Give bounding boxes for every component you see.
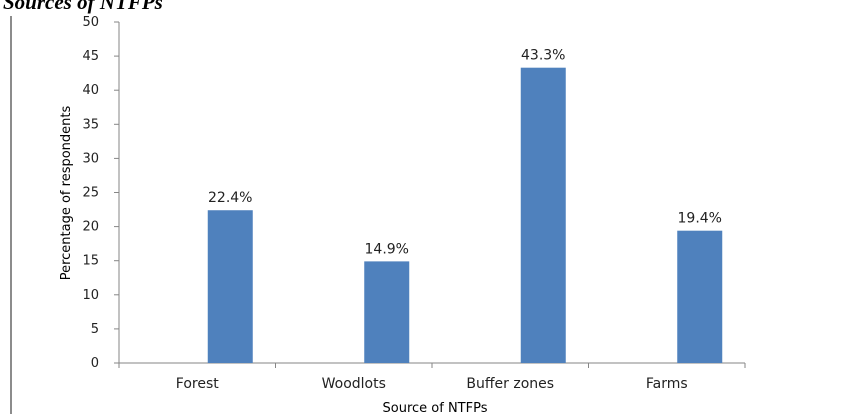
bar xyxy=(207,210,253,363)
figure-heading: Sources of NTFPs xyxy=(3,0,163,14)
frame-border xyxy=(10,16,12,414)
bar-data-label: 43.3% xyxy=(521,48,565,64)
y-tick-label: 25 xyxy=(82,186,99,201)
y-tick-label: 30 xyxy=(82,151,99,166)
bars xyxy=(207,67,723,363)
x-category-label: Woodlots xyxy=(322,376,386,392)
y-axis: 0 5 10 15 20 25 30 35 40 45 50 xyxy=(82,15,120,371)
bar xyxy=(364,261,410,363)
x-axis-title: Source of NTFPs xyxy=(383,401,488,414)
x-category-label: Buffer zones xyxy=(466,376,554,392)
y-tick-label: 10 xyxy=(82,288,99,303)
y-tick-label: 50 xyxy=(82,15,99,30)
bar-data-label: 14.9% xyxy=(365,241,409,257)
y-tick-label: 0 xyxy=(91,356,99,371)
y-tick-label: 40 xyxy=(82,83,99,98)
bar xyxy=(520,67,566,363)
bar xyxy=(677,230,723,363)
y-tick-label: 45 xyxy=(82,49,99,64)
x-category-label: Forest xyxy=(176,376,219,392)
y-axis-title: Percentage of respondents xyxy=(59,105,74,280)
y-tick-label: 20 xyxy=(82,220,99,235)
y-tick-label: 35 xyxy=(82,117,99,132)
x-axis: Forest Woodlots Buffer zones Farms xyxy=(118,362,746,392)
data-labels: 22.4% 14.9% 43.3% 19.4% xyxy=(208,48,722,258)
y-tick-label: 15 xyxy=(82,254,99,269)
x-category-label: Farms xyxy=(646,376,688,392)
bar-data-label: 19.4% xyxy=(678,211,722,227)
bar-data-label: 22.4% xyxy=(208,190,252,206)
y-tick-label: 5 xyxy=(91,322,99,337)
